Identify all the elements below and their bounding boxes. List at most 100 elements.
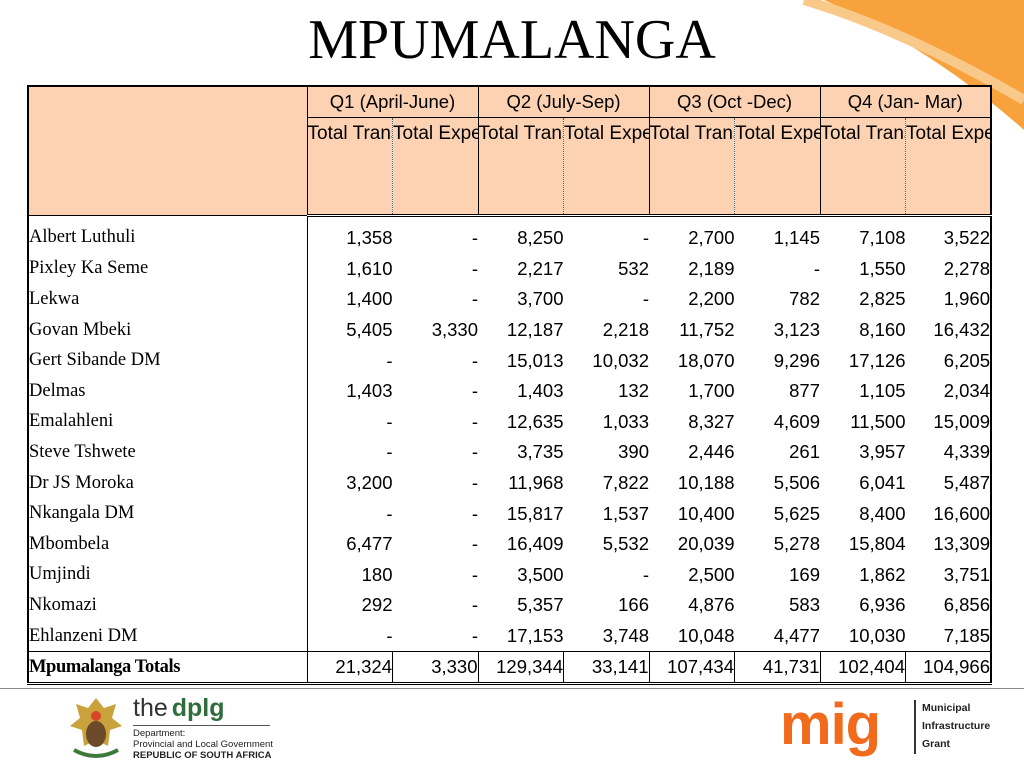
- municipality-name: Mbombela: [27, 528, 308, 560]
- amount-cell: -: [471, 594, 478, 616]
- table-row: Lekwa 1,400 - 3,700 - 2,200 782 2,825 1,960: [27, 284, 993, 315]
- amount-cell: 1,105: [859, 380, 906, 402]
- table-row: Govan Mbeki 5,405 3,330 12,187 2,218 11,752 3,…: [27, 314, 993, 346]
- amount-cell: 20,039: [677, 533, 735, 555]
- amount-cell: -: [386, 410, 393, 432]
- amount-cell: -: [813, 257, 820, 279]
- amount-cell: 390: [618, 441, 649, 463]
- table-row: Gert Sibande DM - - 15,013 10,032 18,070 9,296…: [27, 345, 993, 376]
- coat-of-arms-icon: [70, 698, 122, 758]
- table-row: Pixley Ka Seme 1,610 - 2,217 532 2,189 - 1,550 2…: [27, 253, 993, 285]
- measure-header-row: Total Transferred Total Expenditure Tota…: [28, 117, 993, 217]
- measure-header: Total Expenditure: [392, 117, 479, 217]
- amount-cell: 532: [618, 257, 649, 279]
- amount-cell: 4,339: [905, 437, 993, 468]
- amount-cell: 11,752: [679, 319, 735, 341]
- amount-cell: -: [386, 502, 393, 524]
- amount-cell: 5,532: [602, 533, 649, 555]
- amount-cell: 11,968: [508, 472, 564, 494]
- amount-cell: 10,032: [592, 349, 649, 371]
- amount-cell: -: [386, 349, 393, 371]
- amount-cell: 12,187: [506, 319, 564, 341]
- amount-cell: -: [471, 563, 478, 585]
- amount-cell: 1,960: [905, 284, 993, 315]
- amount-cell: -: [642, 227, 649, 249]
- amount-cell: 7,822: [602, 472, 649, 494]
- amount-cell: 2,200: [688, 288, 735, 310]
- amount-cell: 3,748: [602, 625, 649, 647]
- amount-cell: 10,188: [677, 472, 735, 494]
- amount-cell: 12,635: [506, 410, 564, 432]
- municipality-name: Ehlanzeni DM: [27, 620, 308, 652]
- amount-cell: 5,357: [517, 594, 564, 616]
- amount-cell: 1,400: [346, 288, 393, 310]
- table-row: Emalahleni - - 12,635 1,033 8,327 4,609 11,500 1…: [27, 406, 993, 438]
- amount-cell: 877: [789, 380, 820, 402]
- mig-divider: [914, 700, 916, 754]
- municipality-name: Pixley Ka Seme: [27, 253, 308, 285]
- table-row: Delmas 1,403 - 1,403 132 1,700 877 1,105 2,034: [27, 375, 993, 407]
- amount-cell: 33,141: [563, 651, 649, 686]
- amount-cell: 2,278: [905, 253, 993, 285]
- measure-header: Total Transferred: [820, 117, 906, 217]
- totals-row: Mpumalanga Totals 21,324 3,330 129,344 33,14…: [27, 651, 993, 686]
- amount-cell: 17,153: [506, 625, 564, 647]
- amount-cell: 3,330: [392, 651, 478, 686]
- mig-logo: mig: [780, 692, 881, 757]
- measure-header: Total Expenditure: [563, 117, 650, 217]
- municipality-name: Lekwa: [27, 284, 308, 315]
- amount-cell: 10,048: [677, 625, 735, 647]
- amount-cell: 1,862: [859, 563, 906, 585]
- amount-cell: 3,700: [517, 288, 564, 310]
- amount-cell: -: [386, 625, 393, 647]
- amount-cell: -: [471, 288, 478, 310]
- amount-cell: -: [386, 441, 393, 463]
- amount-cell: 1,550: [859, 257, 906, 279]
- amount-cell: 5,506: [773, 472, 820, 494]
- municipality-name: Gert Sibande DM: [27, 345, 308, 376]
- amount-cell: -: [471, 625, 478, 647]
- amount-cell: 1,537: [602, 502, 649, 524]
- amount-cell: 2,825: [859, 288, 906, 310]
- amount-cell: 11,500: [850, 410, 906, 432]
- amount-cell: -: [471, 533, 478, 555]
- amount-cell: -: [471, 441, 478, 463]
- quarter-header: Q3 (Oct -Dec): [649, 85, 821, 118]
- page-title: MPUMALANGA: [308, 9, 716, 71]
- amount-cell: 2,218: [602, 319, 649, 341]
- amount-cell: 1,033: [602, 410, 649, 432]
- amount-cell: 4,477: [773, 625, 820, 647]
- amount-cell: 5,487: [905, 467, 993, 499]
- mig-caption-line: Grant: [922, 738, 951, 750]
- dplg-rule: [133, 725, 270, 726]
- amount-cell: 180: [361, 563, 393, 585]
- municipality-name: Steve Tshwete: [27, 437, 308, 468]
- dplg-country: REPUBLIC OF SOUTH AFRICA: [133, 750, 272, 761]
- dplg-prefix: the: [133, 694, 168, 722]
- municipality-name: Nkangala DM: [27, 498, 308, 529]
- amount-cell: -: [642, 563, 649, 585]
- municipality-name: Nkomazi: [27, 590, 308, 621]
- amount-cell: 15,009: [905, 406, 993, 438]
- amount-cell: 8,400: [859, 502, 906, 524]
- amount-cell: 129,344: [477, 651, 564, 686]
- amount-cell: 3,200: [346, 472, 393, 494]
- measure-header: Total Transferred: [478, 117, 564, 217]
- amount-cell: 15,013: [506, 349, 564, 371]
- footer-divider: [0, 688, 1024, 689]
- municipality-name: Emalahleni: [27, 406, 308, 438]
- amount-cell: 104,966: [905, 651, 993, 686]
- amount-cell: -: [471, 257, 478, 279]
- amount-cell: 6,856: [905, 590, 993, 621]
- amount-cell: 583: [789, 594, 820, 616]
- amount-cell: 16,432: [905, 314, 993, 346]
- amount-cell: 3,123: [773, 319, 820, 341]
- amount-cell: 2,700: [688, 227, 735, 249]
- dplg-logo: the dplg Department: Provincial and Loca…: [133, 694, 283, 761]
- amount-cell: 10,030: [848, 625, 906, 647]
- dplg-brand: dplg: [171, 694, 225, 722]
- municipality-name: Delmas: [27, 375, 308, 407]
- amount-cell: 7,185: [905, 620, 993, 652]
- amount-cell: 1,145: [773, 227, 820, 249]
- amount-cell: 3,330: [431, 319, 478, 341]
